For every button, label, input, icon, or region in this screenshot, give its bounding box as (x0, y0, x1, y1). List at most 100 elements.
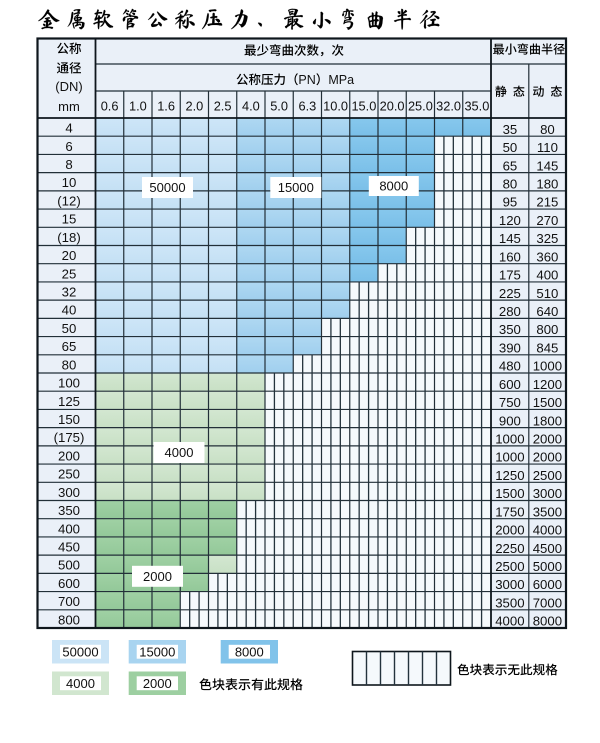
svg-text:80: 80 (503, 177, 518, 192)
svg-text:15000: 15000 (139, 644, 175, 659)
svg-text:175: 175 (499, 268, 521, 283)
svg-text:0.6: 0.6 (101, 98, 119, 113)
svg-text:450: 450 (58, 540, 80, 555)
svg-text:1500: 1500 (495, 486, 524, 501)
svg-text:145: 145 (499, 231, 521, 246)
svg-text:6000: 6000 (533, 577, 562, 592)
svg-text:40: 40 (62, 303, 77, 318)
svg-text:4.0: 4.0 (242, 98, 260, 113)
svg-text:100: 100 (58, 376, 80, 391)
svg-text:700: 700 (58, 594, 80, 609)
svg-text:480: 480 (499, 359, 521, 374)
svg-text:350: 350 (58, 503, 80, 518)
svg-text:1000: 1000 (533, 359, 562, 374)
svg-text:150: 150 (58, 412, 80, 427)
svg-text:2.0: 2.0 (186, 98, 204, 113)
svg-text:35: 35 (503, 122, 518, 137)
svg-text:50000: 50000 (62, 644, 98, 659)
svg-text:1.0: 1.0 (129, 98, 147, 113)
svg-text:15.0: 15.0 (351, 98, 376, 113)
svg-text:8000: 8000 (533, 614, 562, 629)
svg-text:200: 200 (58, 448, 80, 463)
svg-text:65: 65 (62, 339, 77, 354)
svg-text:7000: 7000 (533, 595, 562, 610)
svg-text:25.0: 25.0 (408, 98, 433, 113)
svg-text:10: 10 (62, 175, 77, 190)
svg-text:800: 800 (58, 612, 80, 627)
svg-text:6.3: 6.3 (299, 98, 317, 113)
svg-text:80: 80 (62, 357, 77, 372)
svg-text:10.0: 10.0 (323, 98, 348, 113)
svg-text:500: 500 (58, 558, 80, 573)
svg-text:50: 50 (503, 140, 518, 155)
svg-text:3500: 3500 (495, 595, 524, 610)
svg-text:360: 360 (536, 249, 558, 264)
svg-text:65: 65 (503, 158, 518, 173)
svg-text:2000: 2000 (495, 523, 524, 538)
svg-text:125: 125 (58, 394, 80, 409)
svg-text:50: 50 (62, 321, 77, 336)
svg-text:32.0: 32.0 (436, 98, 461, 113)
svg-text:160: 160 (499, 249, 521, 264)
svg-text:MPa: MPa (328, 73, 354, 87)
svg-text:80: 80 (540, 122, 555, 137)
svg-text:2500: 2500 (533, 468, 562, 483)
svg-text:280: 280 (499, 304, 521, 319)
svg-text:800: 800 (536, 322, 558, 337)
svg-text:390: 390 (499, 340, 521, 355)
svg-text:(DN): (DN) (55, 79, 82, 94)
svg-text:mm: mm (58, 99, 80, 114)
svg-text:50000: 50000 (149, 180, 185, 195)
svg-text:120: 120 (499, 213, 521, 228)
svg-text:1.6: 1.6 (157, 98, 175, 113)
svg-text:110: 110 (537, 140, 558, 155)
svg-text:35.0: 35.0 (464, 98, 489, 113)
svg-text:2500: 2500 (495, 559, 524, 574)
svg-text:900: 900 (499, 413, 521, 428)
svg-text:215: 215 (536, 195, 558, 210)
svg-text:8000: 8000 (235, 644, 264, 659)
svg-text:20.0: 20.0 (380, 98, 405, 113)
svg-text:(175): (175) (54, 430, 85, 445)
svg-text:8000: 8000 (379, 179, 408, 194)
svg-text:32: 32 (62, 285, 77, 300)
svg-text:180: 180 (536, 177, 558, 192)
svg-text:2000: 2000 (143, 676, 172, 691)
svg-text:4000: 4000 (66, 676, 95, 691)
svg-text:4000: 4000 (533, 523, 562, 538)
svg-text:350: 350 (499, 322, 521, 337)
svg-text:1800: 1800 (533, 413, 562, 428)
svg-text:3000: 3000 (495, 577, 524, 592)
svg-text:3000: 3000 (533, 486, 562, 501)
svg-text:25: 25 (62, 266, 77, 281)
svg-text:400: 400 (536, 268, 558, 283)
svg-text:300: 300 (58, 485, 80, 500)
svg-text:PN: PN (298, 73, 315, 87)
svg-text:(18): (18) (57, 230, 80, 245)
svg-text:5000: 5000 (533, 559, 562, 574)
svg-text:6: 6 (65, 139, 72, 154)
svg-text:15: 15 (62, 212, 77, 227)
svg-text:4: 4 (65, 121, 72, 136)
svg-text:20: 20 (62, 248, 77, 263)
svg-text:325: 325 (536, 231, 558, 246)
svg-text:640: 640 (536, 304, 558, 319)
svg-text:3500: 3500 (533, 504, 562, 519)
svg-text:4000: 4000 (495, 614, 524, 629)
svg-text:600: 600 (499, 377, 521, 392)
svg-text:2000: 2000 (533, 432, 562, 447)
svg-text:270: 270 (536, 213, 558, 228)
svg-text:845: 845 (536, 340, 558, 355)
svg-text:1000: 1000 (495, 432, 524, 447)
svg-text:4000: 4000 (165, 445, 194, 460)
svg-text:1750: 1750 (495, 504, 524, 519)
svg-text:510: 510 (536, 286, 558, 301)
svg-text:145: 145 (536, 158, 558, 173)
svg-text:1000: 1000 (495, 450, 524, 465)
svg-text:2.5: 2.5 (214, 98, 232, 113)
svg-text:4500: 4500 (533, 541, 562, 556)
svg-text:250: 250 (58, 467, 80, 482)
svg-text:(12): (12) (57, 193, 80, 208)
svg-text:5.0: 5.0 (270, 98, 288, 113)
svg-text:600: 600 (58, 576, 80, 591)
